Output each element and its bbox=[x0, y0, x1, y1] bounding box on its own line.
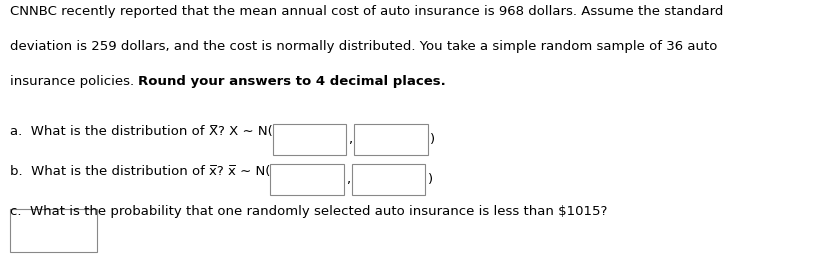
Text: c.  What is the probability that one randomly selected auto insurance is less th: c. What is the probability that one rand… bbox=[10, 205, 607, 218]
Text: x̅? x̅ ∼ N(: x̅? x̅ ∼ N( bbox=[209, 165, 271, 178]
Text: ? X ∼ N(: ? X ∼ N( bbox=[218, 125, 272, 138]
Bar bbox=[271, 164, 344, 195]
Bar bbox=[10, 209, 97, 252]
Text: ): ) bbox=[428, 173, 433, 186]
Text: ,: , bbox=[347, 173, 351, 186]
Text: CNNBC recently reported that the mean annual cost of auto insurance is 968 dolla: CNNBC recently reported that the mean an… bbox=[10, 5, 723, 18]
Text: ,: , bbox=[348, 133, 352, 146]
Bar bbox=[352, 164, 426, 195]
Text: b.  What is the distribution of: b. What is the distribution of bbox=[10, 165, 209, 178]
Text: ): ) bbox=[430, 133, 435, 146]
Text: X̅: X̅ bbox=[209, 125, 218, 138]
Bar bbox=[354, 124, 427, 155]
Text: Round your answers to 4 decimal places.: Round your answers to 4 decimal places. bbox=[138, 75, 446, 88]
Text: deviation is 259 dollars, and the cost is normally distributed. You take a simpl: deviation is 259 dollars, and the cost i… bbox=[10, 40, 717, 53]
Bar bbox=[272, 124, 346, 155]
Text: insurance policies.: insurance policies. bbox=[10, 75, 138, 88]
Text: a.  What is the distribution of: a. What is the distribution of bbox=[10, 125, 209, 138]
